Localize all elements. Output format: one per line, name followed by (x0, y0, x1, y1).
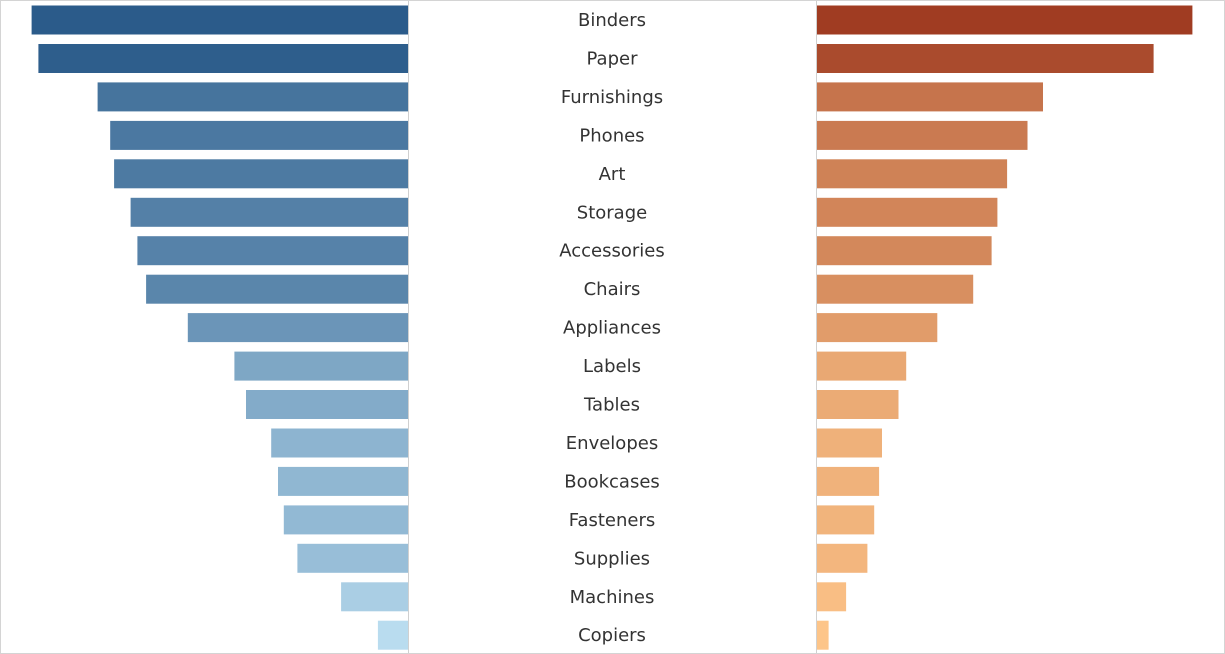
right-bar-accessories (817, 236, 992, 266)
left-bar-supplies (297, 543, 408, 573)
right-bar-furnishings (817, 82, 1043, 112)
category-label-fasteners: Fasteners (569, 510, 656, 531)
left-bar-envelopes (271, 428, 408, 458)
left-bar-accessories (137, 236, 408, 266)
category-label-appliances: Appliances (563, 318, 661, 339)
left-bar-copiers (377, 620, 408, 650)
category-label-furnishings: Furnishings (561, 87, 663, 108)
right-bar-machines (817, 582, 847, 612)
left-bar-machines (341, 582, 408, 612)
category-label-art: Art (599, 164, 626, 185)
right-bar-phones (817, 120, 1028, 150)
right-bar-envelopes (817, 428, 882, 458)
category-label-supplies: Supplies (574, 548, 650, 569)
left-bar-binders (31, 5, 408, 35)
right-bar-fasteners (817, 505, 875, 535)
left-bar-appliances (187, 313, 408, 343)
left-bar-phones (110, 120, 408, 150)
category-label-binders: Binders (578, 10, 646, 31)
category-label-tables: Tables (583, 395, 640, 416)
right-bar-copiers (817, 620, 829, 650)
category-label-chairs: Chairs (584, 279, 641, 300)
left-bar-art (114, 159, 408, 189)
right-bar-binders (817, 5, 1193, 35)
category-label-envelopes: Envelopes (566, 433, 658, 454)
category-label-accessories: Accessories (559, 241, 665, 262)
right-bar-supplies (817, 543, 868, 573)
category-label-labels: Labels (583, 356, 641, 377)
category-label-machines: Machines (570, 587, 655, 608)
left-bar-tables (246, 390, 408, 419)
right-bar-paper (817, 44, 1154, 73)
category-label-copiers: Copiers (578, 625, 646, 646)
category-label-storage: Storage (577, 202, 647, 223)
left-bar-storage (130, 197, 408, 227)
category-label-phones: Phones (579, 125, 644, 146)
category-label-paper: Paper (587, 49, 639, 70)
right-bar-chairs (817, 274, 974, 304)
left-bar-chairs (146, 274, 408, 304)
left-bar-fasteners (283, 505, 408, 535)
category-label-bookcases: Bookcases (564, 471, 660, 492)
left-bar-furnishings (97, 82, 408, 112)
left-bar-labels (234, 351, 408, 381)
right-bar-tables (817, 390, 899, 419)
right-bar-art (817, 159, 1008, 189)
right-bar-bookcases (817, 466, 880, 496)
right-bar-labels (817, 351, 907, 381)
left-bar-bookcases (278, 466, 408, 496)
left-bar-paper (38, 44, 409, 73)
right-bar-storage (817, 197, 998, 227)
right-bar-appliances (817, 313, 938, 343)
